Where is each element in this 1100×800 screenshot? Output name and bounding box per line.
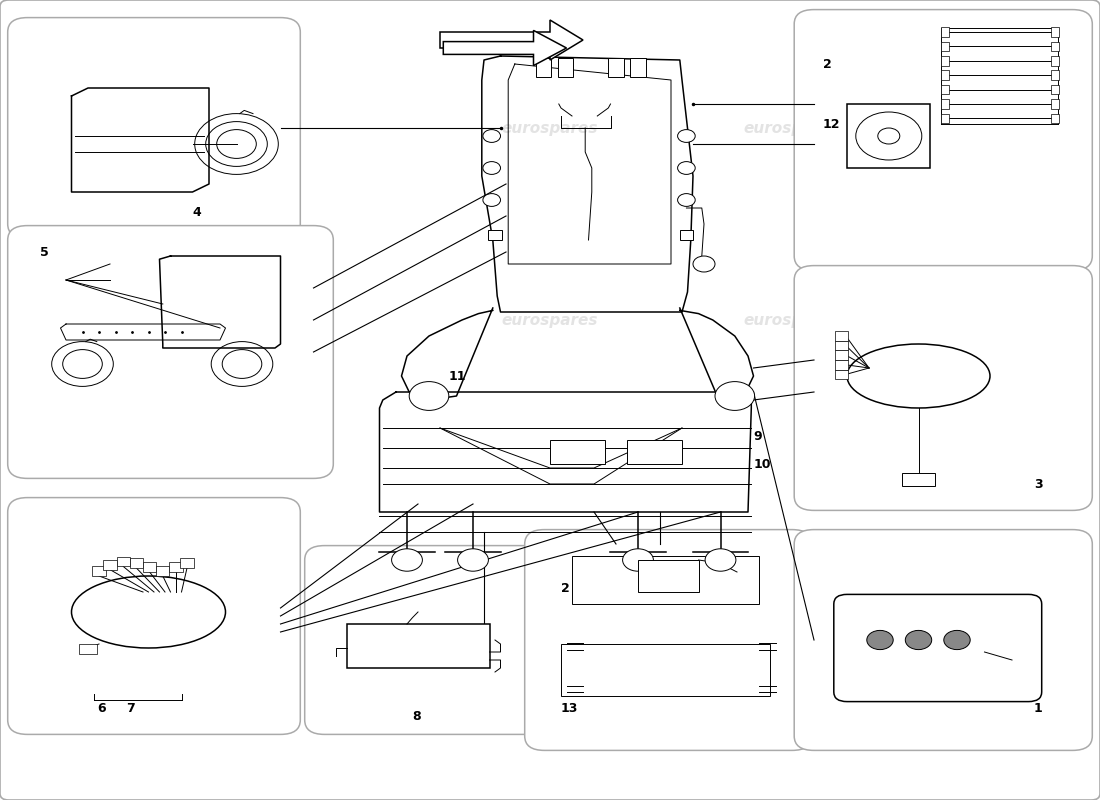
Bar [940, 42, 949, 51]
Circle shape [867, 630, 893, 650]
Bar [835, 331, 848, 341]
Bar [558, 58, 573, 77]
Bar [488, 230, 502, 240]
Bar [180, 558, 194, 568]
Circle shape [905, 630, 932, 650]
Text: eurospares: eurospares [744, 617, 840, 631]
Bar [940, 70, 949, 80]
Text: 4: 4 [192, 206, 201, 218]
Polygon shape [443, 30, 566, 66]
Circle shape [678, 194, 695, 206]
Bar [92, 566, 106, 576]
Circle shape [623, 549, 653, 571]
Text: 2: 2 [823, 58, 832, 70]
Bar [1050, 27, 1059, 37]
Text: eurospares: eurospares [502, 121, 598, 135]
Circle shape [483, 162, 500, 174]
Bar [1050, 114, 1059, 123]
Text: eurospares: eurospares [744, 121, 840, 135]
Circle shape [678, 130, 695, 142]
Text: eurospares: eurospares [502, 617, 598, 631]
Text: 9: 9 [754, 430, 762, 442]
Text: 5: 5 [40, 246, 48, 258]
Text: 2: 2 [561, 582, 570, 594]
Text: 7: 7 [126, 702, 135, 714]
Circle shape [693, 256, 715, 272]
Text: eurospares: eurospares [150, 617, 246, 631]
Text: 3: 3 [1034, 478, 1043, 490]
Circle shape [392, 549, 422, 571]
Text: eurospares: eurospares [744, 313, 840, 327]
Bar [572, 556, 759, 604]
Text: eurospares: eurospares [150, 313, 246, 327]
Bar [1050, 70, 1059, 80]
Text: 6: 6 [97, 702, 106, 714]
Polygon shape [440, 20, 583, 60]
Bar [1050, 99, 1059, 109]
Text: 1: 1 [1034, 702, 1043, 714]
FancyBboxPatch shape [525, 530, 812, 750]
Bar [835, 341, 848, 350]
Bar [940, 85, 949, 94]
Circle shape [458, 549, 488, 571]
Bar [835, 360, 848, 370]
Circle shape [483, 130, 500, 142]
Circle shape [944, 630, 970, 650]
Bar [638, 560, 698, 592]
FancyBboxPatch shape [794, 266, 1092, 510]
Text: eurospares: eurospares [150, 121, 246, 135]
FancyBboxPatch shape [8, 226, 333, 478]
Bar [940, 114, 949, 123]
FancyBboxPatch shape [794, 10, 1092, 270]
Bar [143, 562, 156, 572]
FancyBboxPatch shape [834, 594, 1042, 702]
Circle shape [483, 194, 500, 206]
FancyBboxPatch shape [305, 546, 553, 734]
Text: 8: 8 [412, 710, 421, 722]
Bar [847, 104, 930, 168]
Bar [169, 562, 183, 572]
FancyBboxPatch shape [794, 530, 1092, 750]
FancyBboxPatch shape [8, 498, 300, 734]
Bar [1050, 85, 1059, 94]
Text: 10: 10 [754, 458, 771, 470]
Bar [130, 558, 143, 568]
Bar [940, 99, 949, 109]
Bar [156, 566, 169, 576]
Circle shape [715, 382, 755, 410]
Bar [608, 58, 624, 77]
Bar [680, 230, 693, 240]
Bar [835, 350, 848, 360]
Bar [561, 644, 770, 696]
Text: 12: 12 [823, 118, 840, 130]
Bar [835, 370, 848, 379]
Bar [79, 644, 97, 654]
Bar [1050, 56, 1059, 66]
Text: 13: 13 [561, 702, 579, 714]
Bar [940, 27, 949, 37]
Bar [536, 58, 551, 77]
Bar [346, 624, 490, 668]
Circle shape [678, 162, 695, 174]
Bar [630, 58, 646, 77]
Bar [940, 56, 949, 66]
Circle shape [409, 382, 449, 410]
Circle shape [705, 549, 736, 571]
Bar [550, 440, 605, 464]
Bar [902, 473, 935, 486]
FancyBboxPatch shape [8, 18, 300, 238]
Bar [627, 440, 682, 464]
Text: eurospares: eurospares [502, 313, 598, 327]
Text: 11: 11 [449, 370, 466, 382]
Bar [103, 560, 117, 570]
Bar [117, 557, 130, 566]
Bar [1050, 42, 1059, 51]
